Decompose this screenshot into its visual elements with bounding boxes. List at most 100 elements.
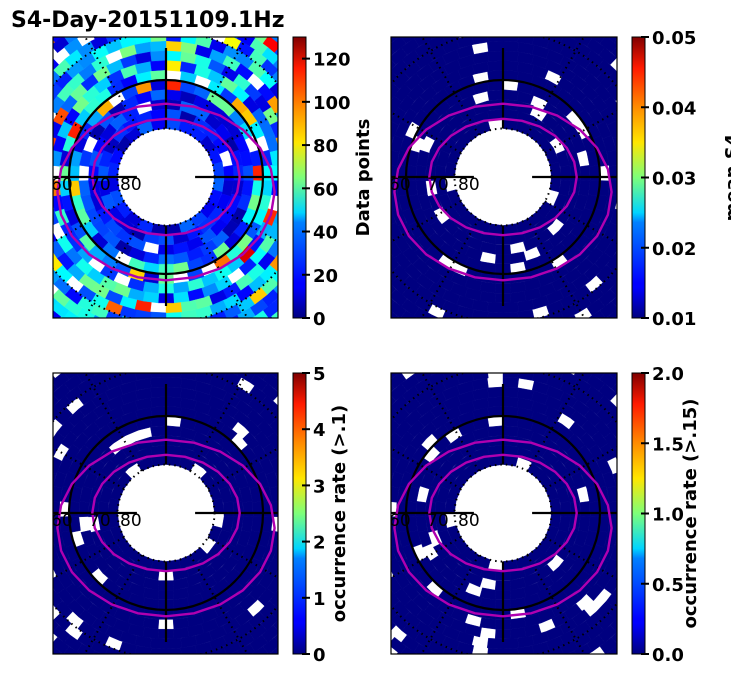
data-cell — [7, 635, 25, 653]
data-cell — [134, 0, 151, 5]
data-cell — [721, 289, 731, 308]
data-cell — [727, 563, 731, 581]
data-cell — [671, 261, 687, 279]
data-cell — [336, 32, 354, 50]
data-cell — [683, 56, 699, 74]
data-cell — [312, 336, 330, 354]
data-cell — [353, 95, 369, 113]
data-cell — [319, 343, 337, 361]
data-cell — [251, 646, 269, 654]
data-cell — [0, 214, 9, 231]
data-cell — [644, 340, 662, 358]
data-cell — [511, 360, 527, 371]
data-cell — [22, 138, 35, 155]
data-cell — [374, 374, 393, 390]
data-cell — [671, 126, 684, 143]
data-cell — [412, 324, 430, 339]
data-cell — [281, 145, 292, 162]
data-cell — [721, 382, 731, 401]
data-cell — [13, 368, 31, 386]
data-cell — [224, 326, 242, 341]
data-cell — [347, 311, 364, 329]
data-cell — [158, 361, 174, 371]
data-cell — [268, 316, 273, 318]
data-cell — [596, 264, 615, 283]
data-cell — [53, 436, 54, 439]
data-cell — [371, 254, 388, 272]
data-cell — [357, 0, 375, 16]
data-cell — [20, 338, 38, 355]
data-cell — [32, 325, 50, 342]
colorbar-tick-label: 20 — [313, 266, 338, 287]
data-cell — [42, 655, 60, 672]
data-cell — [252, 165, 264, 182]
data-cell — [412, 0, 430, 4]
data-cell — [27, 241, 43, 259]
data-cell — [53, 587, 54, 590]
data-cell — [673, 203, 686, 220]
data-cell — [575, 20, 593, 36]
data-cell — [630, 346, 648, 364]
data-cell — [135, 320, 152, 332]
colorbar-tick-label: 60 — [313, 179, 338, 200]
data-cell — [6, 550, 20, 567]
data-cell — [464, 358, 481, 370]
data-cell — [516, 100, 534, 115]
data-cell — [14, 279, 33, 296]
data-cell — [358, 524, 369, 540]
data-cell — [713, 408, 728, 426]
data-cell — [370, 337, 388, 354]
data-cell — [696, 342, 714, 360]
data-cell — [298, 18, 315, 36]
data-cell — [68, 661, 86, 674]
data-cell — [327, 305, 344, 323]
data-cell — [613, 38, 617, 46]
data-cell — [36, 213, 50, 231]
data-cell — [310, 392, 327, 410]
data-cell — [291, 21, 309, 39]
data-cell — [495, 351, 511, 361]
data-cell — [30, 616, 47, 634]
data-cell — [391, 339, 409, 355]
data-cell — [361, 450, 374, 468]
data-cell — [325, 375, 343, 393]
data-cell — [356, 435, 370, 453]
data-cell — [165, 425, 182, 437]
data-cell — [0, 31, 5, 49]
data-cell — [0, 346, 17, 364]
data-cell — [3, 138, 15, 155]
data-cell — [149, 40, 167, 53]
data-cell — [441, 0, 459, 13]
data-cell — [285, 657, 303, 674]
data-cell — [342, 265, 358, 283]
figure-title: S4-Day-20151109.1Hz — [11, 8, 285, 33]
data-cell — [212, 497, 225, 514]
data-cell — [352, 290, 371, 307]
data-cell — [2, 374, 21, 391]
data-cell — [59, 321, 77, 337]
data-cell — [23, 357, 41, 375]
data-cell — [0, 199, 5, 216]
data-cell — [706, 161, 716, 177]
data-cell — [329, 18, 347, 36]
data-cell — [324, 367, 341, 385]
data-cell — [326, 297, 344, 315]
data-cell — [23, 255, 39, 273]
data-cell — [212, 176, 225, 193]
data-cell — [75, 335, 93, 351]
data-cell — [276, 368, 293, 387]
data-cell — [26, 45, 44, 63]
data-cell — [266, 339, 284, 356]
data-cell — [702, 207, 714, 224]
data-cell — [327, 199, 339, 216]
data-cell — [713, 72, 728, 90]
data-cell — [644, 138, 657, 155]
data-cell — [725, 368, 731, 387]
data-cell — [704, 145, 715, 162]
data-cell — [293, 346, 311, 364]
colorbar-tick-label: 0.03 — [652, 169, 696, 190]
data-cell — [280, 177, 290, 193]
data-cell — [709, 44, 725, 63]
data-cell — [82, 354, 100, 369]
